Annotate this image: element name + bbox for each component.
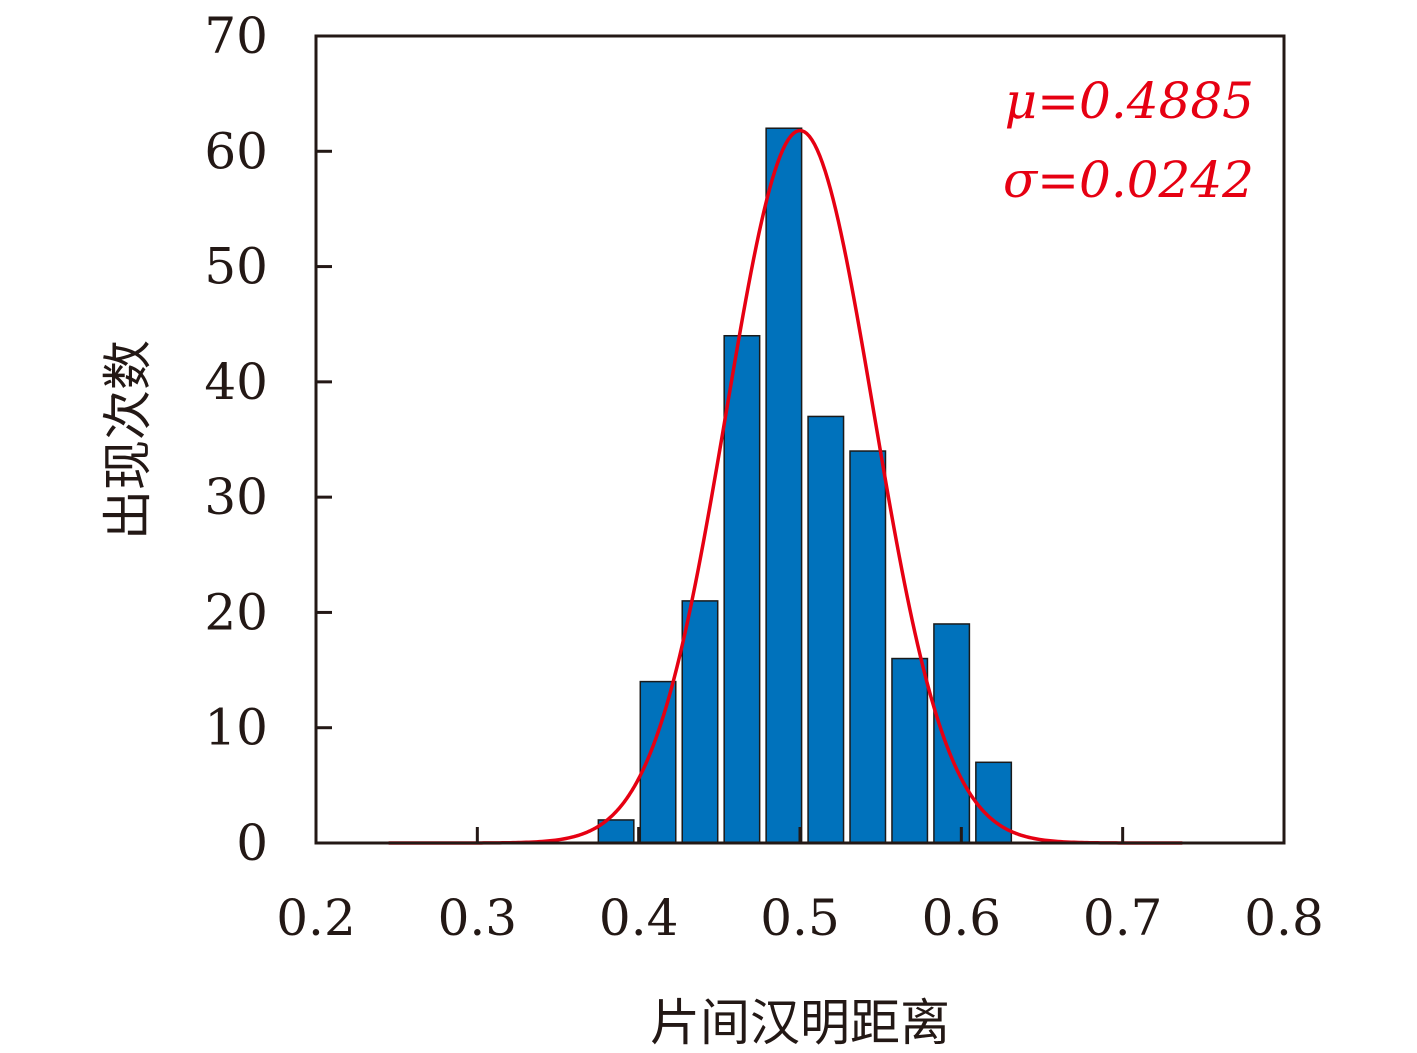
y-tick-label: 50	[204, 238, 268, 296]
y-tick-label: 20	[204, 583, 268, 641]
x-tick-label: 0.3	[438, 889, 518, 947]
x-tick-label: 0.2	[276, 889, 356, 947]
y-tick-label: 70	[204, 7, 268, 65]
bar-4	[765, 127, 803, 844]
x-tick-label: 0.6	[922, 889, 1002, 947]
y-tick-label: 40	[204, 353, 268, 411]
y-tick-label: 30	[204, 468, 268, 526]
bar-5	[807, 415, 845, 844]
mu-annotation: μ=0.4885	[1005, 72, 1254, 130]
x-tick-label: 0.4	[599, 889, 679, 947]
sigma-annotation: σ=0.0242	[1003, 151, 1254, 209]
bar-9	[975, 761, 1013, 844]
bar-2	[681, 600, 719, 844]
bar-3	[723, 334, 761, 844]
bars-layer	[597, 127, 1013, 844]
x-tick-label: 0.5	[760, 889, 840, 947]
ticks-layer	[316, 149, 1125, 843]
bar-7	[891, 657, 929, 844]
x-axis-label: 片间汉明距离	[650, 994, 950, 1052]
x-tick-label: 0.7	[1083, 889, 1163, 947]
bar-8	[933, 623, 971, 844]
tick-labels-layer: 0.2 0.3 0.4 0.5 0.6 0.7 0.8 0 10 20 30 40 50 60 70	[204, 7, 1323, 947]
y-axis-label: 出现次数	[99, 340, 157, 540]
bar-6	[849, 450, 887, 844]
x-tick-label: 0.8	[1244, 889, 1324, 947]
y-tick-label: 60	[204, 122, 268, 180]
y-tick-label: 10	[204, 699, 268, 757]
y-tick-label: 0	[236, 814, 268, 872]
